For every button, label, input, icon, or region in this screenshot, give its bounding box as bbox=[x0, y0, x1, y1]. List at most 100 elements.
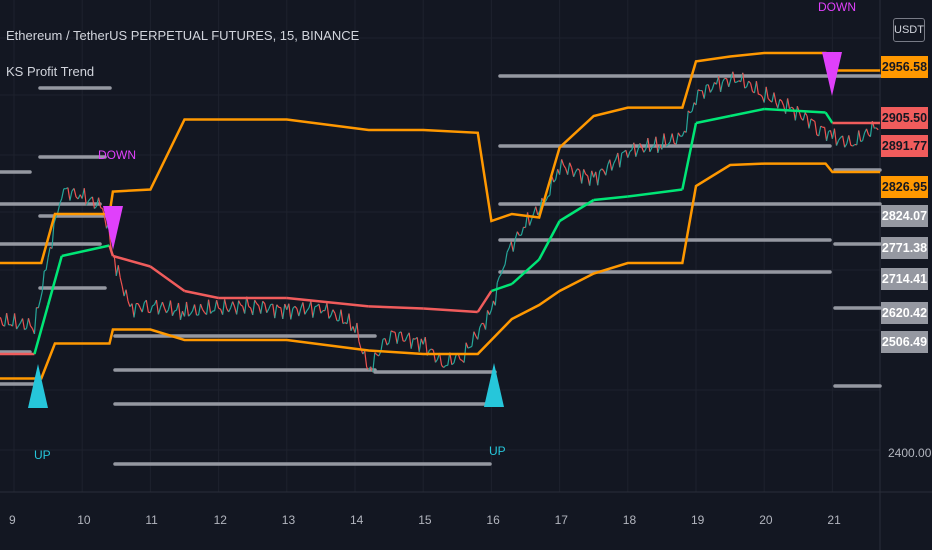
x-tick-label: 20 bbox=[759, 513, 773, 527]
price-candle bbox=[133, 303, 137, 318]
price-candle bbox=[53, 216, 57, 224]
trend-line bbox=[33, 304, 50, 355]
price-axis-label: 2771.38 bbox=[881, 237, 928, 259]
price-candle bbox=[434, 359, 439, 363]
price-candle bbox=[149, 305, 153, 313]
x-tick-label: 11 bbox=[145, 513, 158, 527]
price-candle bbox=[396, 332, 400, 344]
price-candle bbox=[18, 322, 22, 327]
price-candle bbox=[59, 198, 63, 204]
price-candle bbox=[218, 307, 221, 310]
price-candle bbox=[197, 303, 202, 316]
up-signal-label: UP bbox=[489, 444, 506, 458]
price-candle bbox=[520, 227, 525, 236]
price-candle bbox=[734, 81, 738, 84]
currency-button[interactable]: USDT bbox=[893, 18, 925, 42]
trend-line bbox=[593, 195, 628, 202]
price-candle bbox=[555, 169, 559, 180]
price-candle bbox=[755, 81, 759, 95]
x-tick-label: 12 bbox=[213, 513, 227, 527]
price-candle bbox=[394, 332, 398, 344]
price-candle bbox=[193, 304, 198, 316]
price-candle bbox=[852, 144, 856, 147]
price-candle bbox=[91, 196, 96, 209]
price-candle bbox=[41, 271, 45, 292]
price-candle bbox=[224, 299, 228, 309]
price-candle bbox=[412, 337, 416, 340]
price-candle bbox=[561, 159, 565, 166]
price-candle bbox=[661, 133, 665, 150]
price-candle bbox=[312, 306, 316, 318]
signal-markers bbox=[28, 52, 842, 408]
price-candle bbox=[386, 342, 390, 346]
price-candle bbox=[814, 121, 818, 135]
price-candle bbox=[613, 158, 617, 164]
price-candle bbox=[535, 206, 539, 216]
price-candle bbox=[256, 303, 260, 307]
price-candle bbox=[488, 309, 492, 316]
trend-line bbox=[627, 188, 683, 198]
price-candle bbox=[781, 100, 785, 106]
lower-band-line bbox=[0, 162, 881, 380]
price-candle bbox=[388, 330, 392, 343]
price-candle bbox=[213, 300, 218, 311]
trend-line bbox=[476, 290, 493, 313]
price-candle bbox=[404, 336, 408, 342]
price-candle bbox=[43, 269, 47, 272]
price-candle bbox=[268, 304, 272, 310]
price-candle bbox=[494, 282, 498, 306]
price-candle bbox=[806, 115, 810, 129]
price-candle bbox=[254, 299, 258, 304]
trend-line bbox=[184, 289, 219, 300]
price-candle bbox=[145, 300, 149, 313]
price-candle bbox=[862, 132, 866, 141]
price-candle bbox=[510, 241, 514, 252]
price-axis-label: 2905.50 bbox=[881, 107, 928, 129]
price-candle bbox=[410, 338, 414, 349]
price-candle bbox=[707, 84, 711, 93]
price-candle bbox=[583, 169, 587, 175]
price-candle bbox=[667, 141, 671, 146]
price-candle bbox=[798, 111, 802, 119]
price-candle bbox=[835, 140, 840, 146]
price-candle bbox=[794, 106, 798, 121]
price-candle bbox=[553, 179, 557, 183]
price-candle bbox=[865, 128, 870, 135]
price-candle bbox=[749, 83, 754, 92]
indicator-name[interactable]: KS Profit Trend bbox=[6, 64, 95, 79]
price-candle bbox=[174, 309, 177, 312]
price-candle bbox=[274, 304, 278, 319]
price-candle bbox=[759, 94, 763, 98]
price-candle bbox=[302, 302, 306, 315]
price-candle bbox=[39, 291, 43, 301]
price-candle bbox=[818, 126, 822, 136]
price-candle bbox=[633, 142, 637, 157]
price-candle bbox=[210, 310, 214, 314]
price-candle bbox=[161, 301, 166, 309]
trend-line bbox=[490, 282, 513, 293]
price-candle bbox=[484, 310, 489, 330]
price-candle bbox=[61, 188, 65, 199]
price-candle bbox=[746, 80, 750, 87]
price-candle bbox=[296, 308, 300, 317]
price-candle bbox=[765, 86, 769, 99]
price-candle bbox=[681, 130, 685, 137]
price-candle bbox=[77, 194, 81, 200]
price-candle bbox=[637, 143, 641, 151]
x-tick-label: 21 bbox=[827, 513, 841, 527]
price-candle bbox=[573, 171, 577, 177]
trend-line bbox=[286, 296, 369, 308]
price-candle bbox=[418, 338, 422, 352]
price-candle bbox=[742, 72, 746, 89]
price-candle bbox=[332, 309, 336, 314]
price-candle bbox=[169, 300, 174, 316]
price-candle bbox=[753, 81, 757, 94]
price-axis-label: 2506.49 bbox=[881, 331, 928, 353]
price-candle bbox=[496, 276, 500, 283]
price-candle bbox=[248, 306, 252, 309]
price-candle bbox=[16, 325, 20, 330]
price-candle bbox=[771, 92, 775, 103]
price-candle bbox=[691, 102, 695, 112]
price-candle bbox=[380, 339, 384, 352]
